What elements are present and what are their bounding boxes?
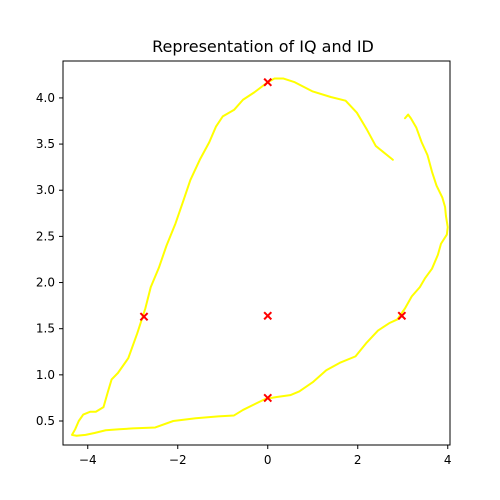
scatter-point-0 [263, 77, 273, 87]
y-tick-label-5: 3.0 [36, 183, 55, 197]
scatter-point-3 [397, 311, 407, 321]
chart-title: Representation of IQ and ID [152, 37, 374, 56]
y-tick-label-2: 1.5 [36, 322, 55, 336]
scatter-point-2 [263, 311, 273, 321]
y-tick-label-3: 2.0 [36, 276, 55, 290]
y-tick-label-6: 3.5 [36, 137, 55, 151]
y-tick-label-0: 0.5 [36, 414, 55, 428]
x-tick-label-4: 4 [444, 453, 452, 467]
y-tick-label-7: 4.0 [36, 91, 55, 105]
scatter-point-4 [263, 393, 273, 403]
x-tick-label-1: −2 [169, 453, 187, 467]
plot-layer: −4 −2 0 2 4 0.5 1.0 1.5 2.0 2.5 3.0 3.5 4.0 [36, 60, 452, 467]
plot-background [63, 61, 450, 445]
x-tick-label-2: 0 [264, 453, 272, 467]
plot-frame [62, 60, 451, 446]
x-tick-label-3: 2 [354, 453, 362, 467]
x-tick-label-0: −4 [79, 453, 97, 467]
scatter-point-1 [139, 312, 149, 321]
y-tick-label-4: 2.5 [36, 229, 55, 243]
y-tick-label-1: 1.0 [36, 368, 55, 382]
series-line [71, 77, 449, 437]
